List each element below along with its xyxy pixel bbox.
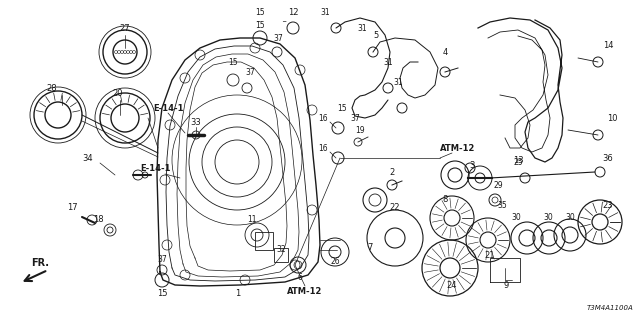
Text: E-14-1: E-14-1 [153,103,183,113]
Text: 8: 8 [442,196,448,204]
Text: 16: 16 [318,143,328,153]
Text: E-14-1: E-14-1 [140,164,170,172]
Text: 3: 3 [469,161,475,170]
Text: 30: 30 [511,213,521,222]
Text: 4: 4 [442,47,447,57]
Text: ATM-12: ATM-12 [440,143,476,153]
Text: 29: 29 [493,180,503,189]
Text: 15: 15 [255,20,265,29]
Text: 17: 17 [67,204,77,212]
Text: 7: 7 [367,244,372,252]
Text: 37: 37 [273,34,283,43]
Bar [274,248,288,262]
Text: 30: 30 [543,213,553,222]
Text: 28: 28 [47,84,58,92]
Text: ATM-12: ATM-12 [287,287,323,297]
Text: 5: 5 [373,30,379,39]
Text: ─: ─ [282,20,285,25]
Text: 1: 1 [236,289,241,298]
Text: 26: 26 [330,258,340,267]
Text: 34: 34 [83,154,93,163]
Bar [255,232,273,250]
Text: 15: 15 [337,103,347,113]
Text: 31: 31 [383,58,393,67]
Text: 30: 30 [565,213,575,222]
Text: 31: 31 [357,23,367,33]
Text: 12: 12 [288,7,298,17]
Text: 25: 25 [513,157,523,166]
Text: 35: 35 [497,201,507,210]
Text: FR.: FR. [31,258,49,268]
Text: 31: 31 [320,7,330,17]
Text: 22: 22 [390,204,400,212]
Text: 15: 15 [157,289,167,298]
Text: 37: 37 [157,255,167,265]
Text: 37: 37 [245,68,255,76]
Text: 16: 16 [318,114,328,123]
Text: 33: 33 [191,117,202,126]
Text: 14: 14 [603,41,613,50]
Text: 19: 19 [355,125,365,134]
Text: T3M4A1100A: T3M4A1100A [587,305,634,311]
Text: ─: ─ [257,20,260,25]
Text: 37: 37 [350,114,360,123]
Text: 32: 32 [276,245,286,254]
Text: 24: 24 [447,281,457,290]
Text: 31: 31 [393,77,403,86]
Text: 36: 36 [603,154,613,163]
Text: 11: 11 [247,215,257,225]
Text: 18: 18 [93,215,103,225]
Text: 6: 6 [298,274,303,283]
Text: 20: 20 [113,89,124,98]
Text: 10: 10 [607,114,617,123]
Text: 15: 15 [228,58,238,67]
Text: 15: 15 [255,7,265,17]
Text: 2: 2 [389,167,395,177]
Text: 13: 13 [513,156,524,164]
Text: 23: 23 [603,201,613,210]
Text: 21: 21 [484,251,495,260]
Text: 27: 27 [120,23,131,33]
Text: 9: 9 [504,281,509,290]
